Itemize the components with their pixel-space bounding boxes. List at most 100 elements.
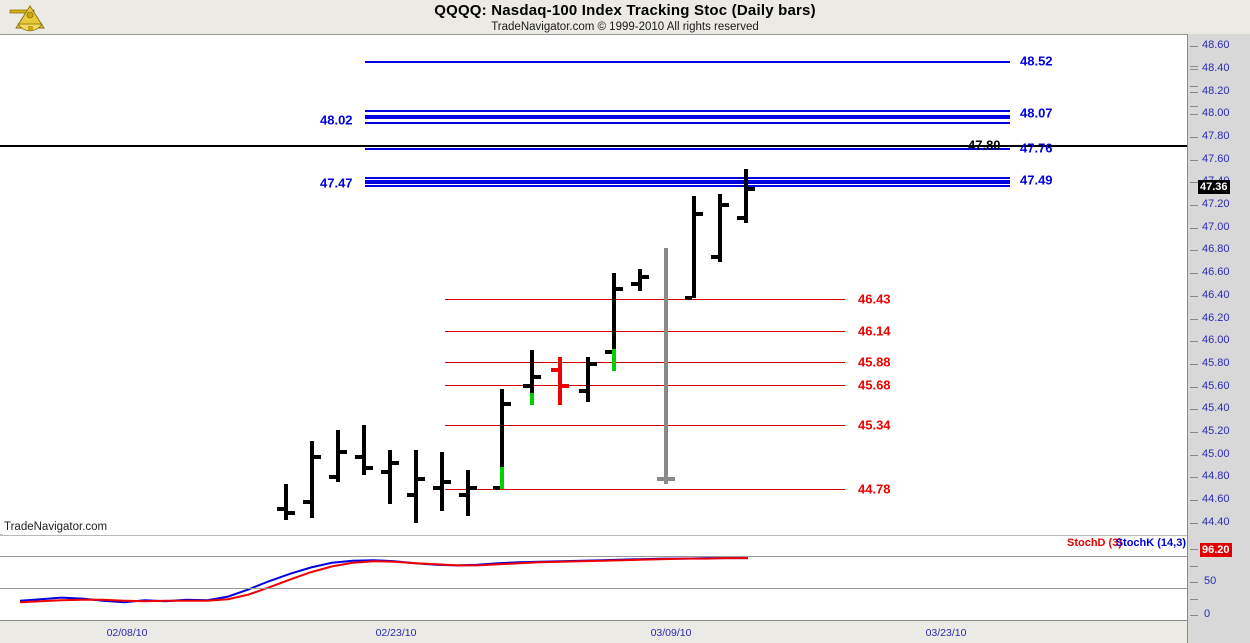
stoch-value-box: 96.20 (1200, 543, 1232, 557)
price-axis-tick (1190, 250, 1198, 252)
bar-close-tick (418, 477, 425, 482)
stochastic-curves (19, 557, 748, 604)
stoch-axis-50: 50 (1204, 575, 1217, 587)
bar-range (692, 196, 696, 299)
copyright-subtitle: TradeNavigator.com © 1999-2010 All right… (491, 21, 759, 33)
price-axis-label-45.20: 45.20 (1202, 424, 1230, 437)
bar-range (284, 484, 288, 521)
stoch-gtick-75 (1190, 566, 1198, 567)
support-line-45.34[interactable] (445, 425, 845, 426)
price-axis-label-47.60: 47.60 (1202, 152, 1230, 165)
bar-close-tick (722, 202, 729, 207)
bar-close-tick (534, 375, 541, 380)
price-axis-label-46.20: 46.20 (1202, 311, 1230, 324)
resistance-line-48.07[interactable] (365, 110, 1010, 112)
bar-range (744, 168, 748, 224)
bar-range (466, 470, 470, 516)
resistance-line-47.47[interactable] (365, 185, 1010, 187)
bar-open-tick (303, 499, 310, 504)
bar-open-tick (523, 384, 530, 389)
bar-open-tick (329, 475, 336, 480)
price-axis-label-45.40: 45.40 (1202, 402, 1230, 415)
resistance-line-48.52[interactable] (365, 61, 1010, 63)
bar-open-tick (277, 506, 284, 511)
stoch-gridline-upper (0, 556, 1188, 557)
stoch-k-legend: StochK (14,3) (1115, 537, 1186, 549)
price-axis-label-44.60: 44.60 (1202, 492, 1230, 505)
resistance-label-47.47: 47.47 (320, 175, 353, 191)
bar-open-tick (459, 493, 466, 498)
current-price-box: 47.36 (1198, 179, 1230, 194)
bar-green-segment (612, 349, 616, 371)
resistance-label-48.02: 48.02 (320, 112, 353, 128)
price-axis-tick (1190, 227, 1198, 229)
price-axis-tick (1190, 182, 1198, 184)
resistance-label-47.49: 47.49 (1020, 172, 1053, 188)
price-axis-label-48.20: 48.20 (1202, 84, 1230, 97)
resistance-line-47.80[interactable] (0, 145, 1188, 147)
bar-open-tick (355, 454, 362, 459)
stoch-tick-75 (1190, 66, 1198, 67)
bar-close-tick (392, 461, 399, 466)
bar-range (664, 248, 668, 485)
price-axis-tick (1190, 409, 1198, 411)
price-axis-tick (1190, 318, 1198, 320)
bar-open-tick (631, 282, 638, 287)
stoch-gtick-100 (1190, 549, 1198, 550)
price-axis-tick (1190, 137, 1198, 139)
bar-range (718, 193, 722, 262)
support-line-44.78[interactable] (445, 489, 845, 490)
resistance-line-48.02[interactable] (365, 122, 1010, 124)
price-axis-tick (1190, 386, 1198, 388)
price-axis-tick (1190, 454, 1198, 456)
price-axis-label-47.80: 47.80 (1202, 130, 1230, 143)
support-line-46.14[interactable] (445, 331, 845, 332)
price-chart-pane[interactable] (0, 35, 1188, 534)
bar-range (500, 388, 504, 489)
price-axis-label-46.60: 46.60 (1202, 266, 1230, 279)
price-axis-label-48.60: 48.60 (1202, 39, 1230, 52)
bar-range (638, 268, 642, 292)
bar-open-tick (605, 350, 612, 355)
bar-close-tick (504, 402, 511, 407)
stoch-series-d (19, 557, 748, 604)
bar-close-tick (444, 479, 451, 484)
bar-range (586, 357, 590, 403)
price-axis-tick (1190, 477, 1198, 479)
price-axis-tick (1190, 91, 1198, 93)
price-axis-label-47.20: 47.20 (1202, 198, 1230, 211)
bar-range (612, 273, 616, 371)
bar-close-tick (668, 477, 675, 482)
support-line-45.68[interactable] (445, 385, 845, 386)
stochastic-pane[interactable] (0, 535, 1188, 621)
bar-close-tick (696, 211, 703, 216)
resistance-line-47.49[interactable] (365, 182, 1010, 184)
stoch-tick-100 (1190, 46, 1198, 47)
resistance-line-47.76[interactable] (365, 148, 1010, 150)
bar-open-tick (551, 368, 558, 373)
date-tick-3: 03/23/10 (925, 627, 967, 639)
support-line-45.88[interactable] (445, 362, 845, 363)
resistance-label-48.07: 48.07 (1020, 105, 1053, 121)
bar-open-tick (407, 493, 414, 498)
price-axis-label-46.80: 46.80 (1202, 243, 1230, 256)
bar-range (558, 357, 562, 405)
price-axis[interactable]: 48.6048.4048.2048.0047.8047.6047.4047.20… (1187, 34, 1250, 643)
price-axis-label-45.60: 45.60 (1202, 379, 1230, 392)
resistance-label-47.80: 47.80 (968, 137, 1001, 153)
bar-range (336, 429, 340, 482)
resistance-line-47.47[interactable] (365, 180, 1010, 182)
date-tick-2: 03/09/10 (650, 627, 692, 639)
resistance-line-47.49[interactable] (365, 177, 1010, 179)
bar-open-tick (433, 486, 440, 491)
bar-range (414, 450, 418, 523)
support-line-46.43[interactable] (445, 299, 845, 300)
bar-close-tick (366, 465, 373, 470)
stoch-tick-50 (1190, 86, 1198, 87)
bar-close-tick (470, 486, 477, 491)
resistance-line-48.02[interactable] (365, 117, 1010, 119)
stoch-gtick-0 (1190, 615, 1198, 616)
resistance-line-48.07[interactable] (365, 115, 1010, 117)
bar-range (362, 425, 366, 476)
